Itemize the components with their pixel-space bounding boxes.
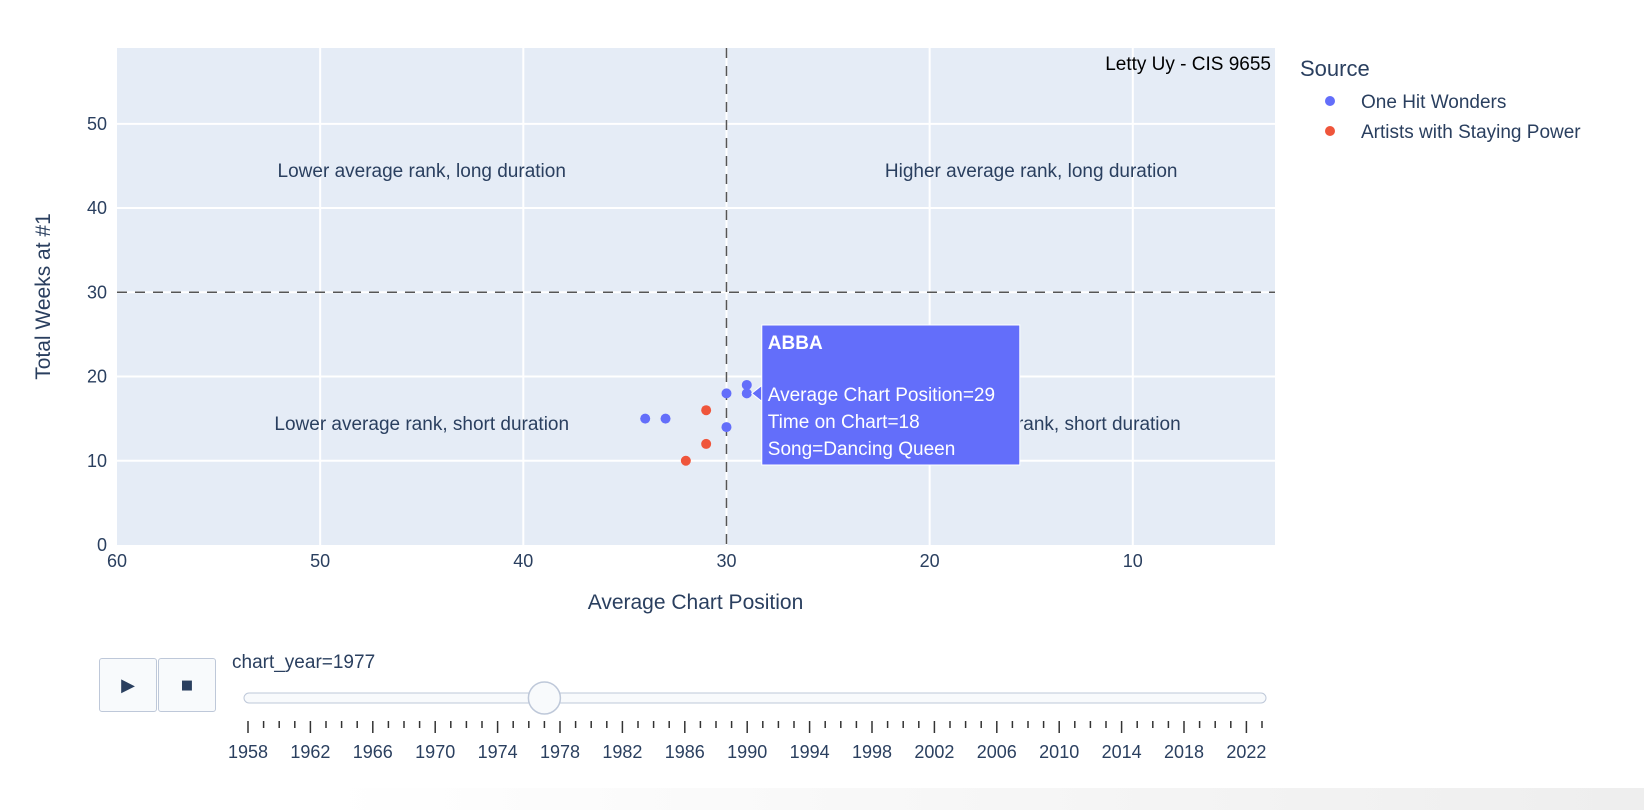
- y-tick-label: 10: [87, 451, 107, 471]
- legend-entry: Artists with Staying Power: [1361, 122, 1581, 143]
- slider-year-label: 2010: [1039, 742, 1079, 762]
- slider-year-label: 1982: [602, 742, 642, 762]
- y-tick-label: 50: [87, 114, 107, 134]
- play-icon: ▶: [121, 674, 135, 696]
- slider-current-label: chart_year=1977: [232, 652, 375, 673]
- data-point[interactable]: [721, 388, 732, 399]
- y-tick-label: 0: [97, 535, 107, 555]
- watermark-label: Letty Uy - CIS 9655: [1105, 54, 1271, 75]
- slider-year-label: 1998: [852, 742, 892, 762]
- data-point[interactable]: [741, 388, 752, 399]
- x-tick-label: 60: [107, 551, 127, 571]
- x-tick-label: 50: [310, 551, 330, 571]
- data-point[interactable]: [680, 455, 691, 466]
- legend-title: Source: [1300, 56, 1370, 81]
- slider-year-label: 2022: [1226, 742, 1266, 762]
- data-point[interactable]: [660, 413, 671, 424]
- x-tick-label: 30: [716, 551, 736, 571]
- tooltip-line: Average Chart Position=29: [768, 385, 995, 406]
- stop-icon: ■: [180, 677, 194, 693]
- slider-year-label: 1974: [478, 742, 518, 762]
- data-point[interactable]: [701, 438, 712, 449]
- tooltip-box: [761, 324, 1021, 466]
- data-point[interactable]: [721, 422, 732, 433]
- slider-year-label: 2014: [1102, 742, 1142, 762]
- quadrant-label: Lower average rank, short duration: [274, 414, 569, 435]
- y-tick-label: 40: [87, 198, 107, 218]
- x-tick-label: 10: [1123, 551, 1143, 571]
- quadrant-label: Higher average rank, long duration: [885, 161, 1178, 182]
- tooltip-title: ABBA: [768, 333, 823, 354]
- play-button[interactable]: ▶: [99, 658, 157, 712]
- slider-track[interactable]: [243, 692, 1267, 704]
- slider-year-label: 2002: [914, 742, 954, 762]
- tooltip-line: Time on Chart=18: [768, 412, 920, 433]
- x-tick-label: 40: [513, 551, 533, 571]
- tooltip-line: Song=Dancing Queen: [768, 439, 956, 460]
- data-point[interactable]: [640, 413, 651, 424]
- slider-year-label: 1958: [228, 742, 268, 762]
- y-axis-title: Total Weeks at #1: [32, 213, 55, 380]
- slider-year-label: 1994: [790, 742, 830, 762]
- legend-marker[interactable]: [1325, 126, 1335, 136]
- slider-year-label: 2018: [1164, 742, 1204, 762]
- plot-background: [117, 48, 1275, 545]
- slider-year-label: 2006: [977, 742, 1017, 762]
- stop-button[interactable]: ■: [158, 658, 216, 712]
- data-point[interactable]: [741, 379, 752, 390]
- slider-year-label: 1986: [665, 742, 705, 762]
- data-point[interactable]: [701, 405, 712, 416]
- slider-year-label: 1966: [353, 742, 393, 762]
- x-axis-title: Average Chart Position: [588, 591, 804, 614]
- slider-year-label: 1990: [727, 742, 767, 762]
- slider-year-label: 1970: [415, 742, 455, 762]
- hover-tooltip: ABBA Average Chart Position=29 Time on Cha…: [750, 324, 1021, 466]
- legend-entry: One Hit Wonders: [1361, 92, 1506, 113]
- quadrant-label: Lower average rank, long duration: [278, 161, 566, 182]
- y-tick-label: 20: [87, 367, 107, 387]
- x-tick-label: 20: [920, 551, 940, 571]
- slider-year-label: 1962: [290, 742, 330, 762]
- y-tick-label: 30: [87, 282, 107, 302]
- legend-marker[interactable]: [1325, 96, 1335, 106]
- slider-year-label: 1978: [540, 742, 580, 762]
- slider-handle[interactable]: [527, 681, 562, 715]
